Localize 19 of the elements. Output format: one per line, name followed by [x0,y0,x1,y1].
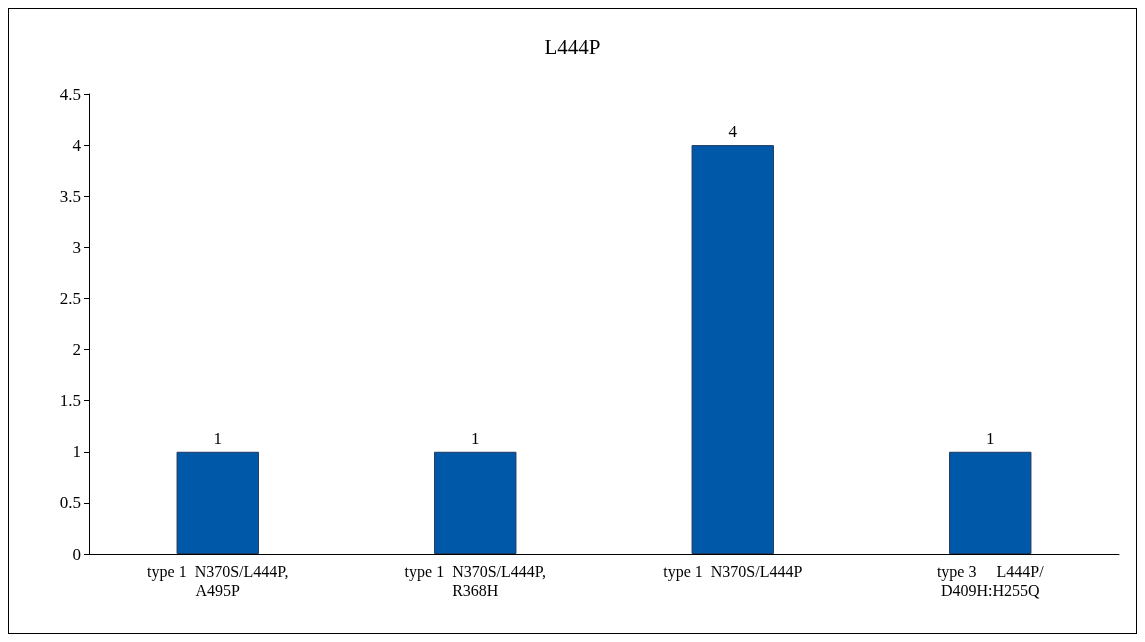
y-tick-label: 0 [72,544,81,564]
data-label: 1 [986,428,995,448]
data-label: 1 [213,428,222,448]
y-tick-label: 1.5 [59,391,81,411]
x-tick-label: type 1 N370S/L444P, R368H [404,563,546,599]
data-label: 4 [728,122,738,142]
y-tick-label: 3.5 [59,186,81,206]
x-tick-label: type 1 N370S/L444P, A495P [147,563,289,599]
y-tick-label: 0.5 [59,493,81,513]
y-tick-label: 2.5 [59,288,81,308]
y-tick-label: 2 [72,340,81,360]
y-tick-label: 4 [72,135,82,155]
y-tick-label: 3 [72,237,81,257]
y-tick-label: 4.5 [59,84,81,104]
data-label: 1 [471,428,480,448]
x-tick-label: type 1 N370S/L444P [663,563,803,581]
y-tick-label: 1 [72,442,81,462]
chart-title: L444P [544,34,601,59]
x-tick-label: type 3 L444P/ D409H:H255Q [936,563,1045,599]
